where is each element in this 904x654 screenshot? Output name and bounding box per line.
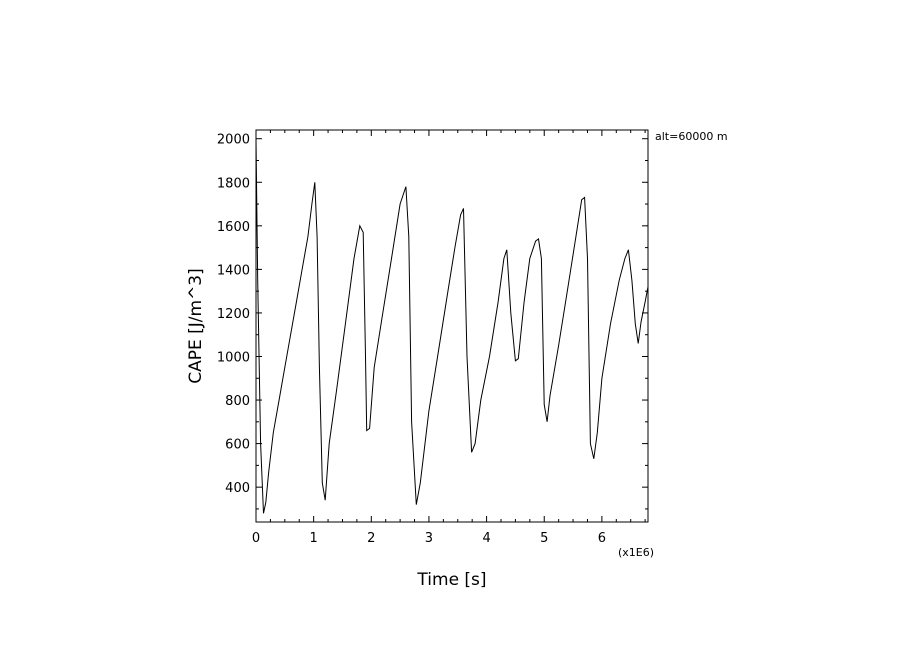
altitude-annotation: alt=60000 m	[655, 130, 728, 143]
x-tick-label: 1	[310, 531, 318, 546]
y-tick-label: 400	[225, 481, 250, 496]
y-axis-title: CAPE [J/m^3]	[186, 268, 206, 384]
y-tick-label: 1000	[217, 350, 250, 365]
x-tick-label: 2	[367, 531, 375, 546]
y-axis-ticks: 400 600 800 1000 1200 1400 1600 1800 2000	[217, 133, 648, 510]
y-tick-label: 600	[225, 438, 250, 453]
x-axis-ticks: 0 1 2 3 4 5 6	[252, 130, 646, 546]
y-tick-label: 800	[225, 394, 250, 409]
x-tick-label: 5	[540, 531, 548, 546]
plot-frame	[255, 129, 649, 523]
x-axis-title: Time [s]	[416, 570, 486, 590]
y-tick-label: 1800	[217, 176, 250, 191]
x-tick-label: 3	[425, 531, 433, 546]
series-line	[255, 138, 649, 514]
x-tick-label: 4	[482, 531, 490, 546]
x-multiplier-label: (x1E6)	[618, 546, 654, 559]
y-tick-label: 1400	[217, 263, 250, 278]
y-tick-label: 1200	[217, 307, 250, 322]
y-tick-label: 1600	[217, 220, 250, 235]
x-tick-label: 0	[252, 531, 260, 546]
x-tick-label: 6	[598, 531, 606, 546]
y-tick-label: 2000	[217, 133, 250, 148]
